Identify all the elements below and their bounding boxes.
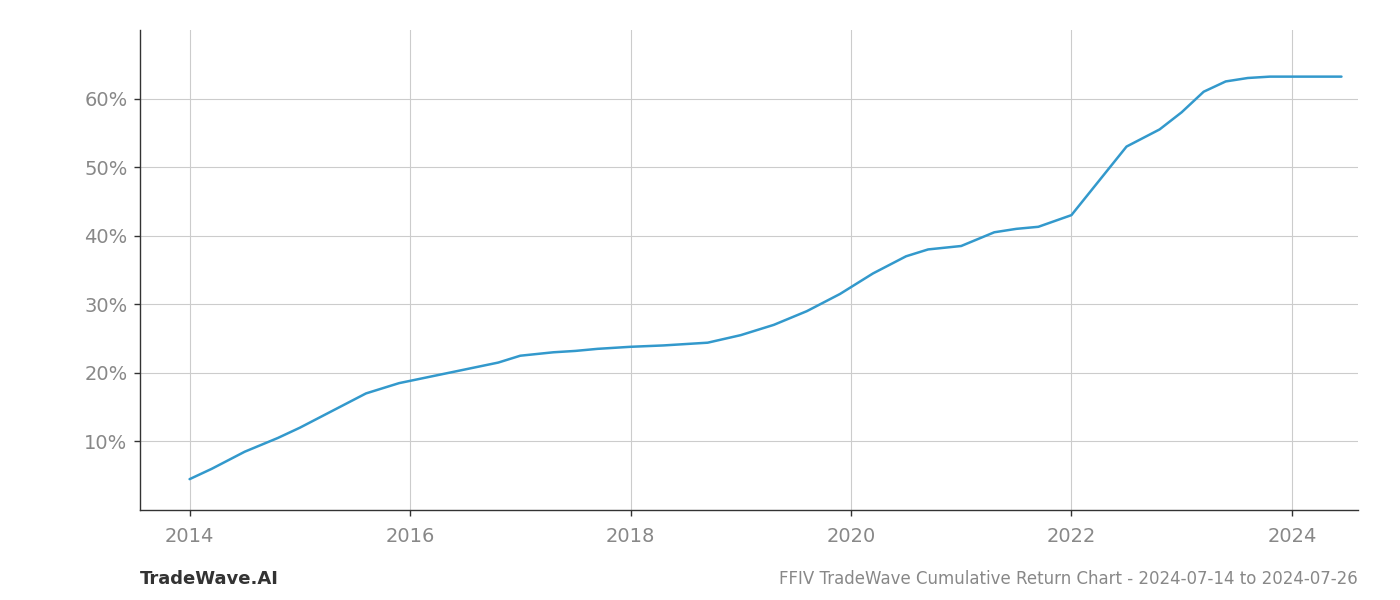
- Text: TradeWave.AI: TradeWave.AI: [140, 570, 279, 588]
- Text: FFIV TradeWave Cumulative Return Chart - 2024-07-14 to 2024-07-26: FFIV TradeWave Cumulative Return Chart -…: [780, 570, 1358, 588]
